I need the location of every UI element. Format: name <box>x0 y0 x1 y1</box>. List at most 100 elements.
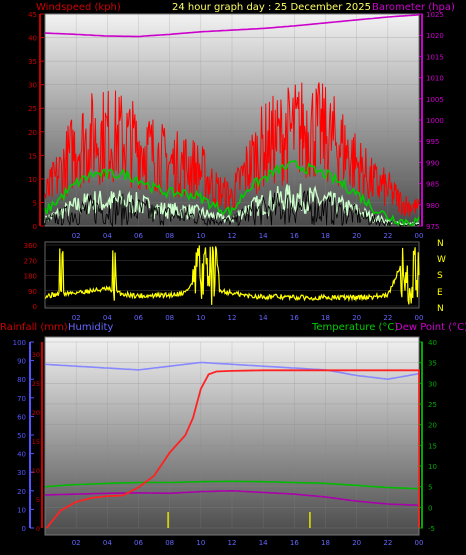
direction-hour-label: 02 <box>72 314 81 322</box>
temperature-tick-label: 30 <box>428 380 437 388</box>
temperature-series <box>44 480 420 490</box>
temp-title: Temperature (°C) <box>311 322 398 333</box>
direction-hour-label: 16 <box>290 314 299 322</box>
humidity-tick-label: 60 <box>17 413 26 421</box>
rain-tick-label: 5 <box>36 496 40 504</box>
humidity-tick-label: 70 <box>17 395 26 403</box>
direction-hour-label: 22 <box>383 314 392 322</box>
humidity-tick-label: 40 <box>17 451 26 459</box>
wind-left-tick-label: 30 <box>28 82 37 90</box>
direction-tick-label: 360 <box>24 242 37 250</box>
compass-label: S <box>437 271 443 281</box>
rain-hour-label: 04 <box>103 539 112 547</box>
direction-tick-label: 270 <box>24 257 37 265</box>
wind-hour-label: 22 <box>383 232 392 240</box>
rainfall-series <box>45 369 420 529</box>
humidity-title: Humidity <box>68 322 113 333</box>
wind-left-tick-label: 40 <box>28 35 37 43</box>
humidity-tick-label: 50 <box>17 432 26 440</box>
compass-label: N <box>437 304 444 314</box>
wind-gust-series <box>44 82 420 217</box>
rain-hour-label: 12 <box>228 539 237 547</box>
direction-hour-label: 06 <box>134 314 143 322</box>
main-title: 24 hour graph day : 25 December 2025 <box>172 2 371 13</box>
barometer-series <box>44 14 420 38</box>
direction-hour-label: 14 <box>259 314 268 322</box>
wind-hour-label: 04 <box>103 232 112 240</box>
wind-plot-layer <box>44 13 420 228</box>
rain-hour-label: 06 <box>134 539 143 547</box>
baro-right-tick-label: 1000 <box>426 117 444 125</box>
wind-hour-label: 00 <box>415 232 424 240</box>
baro-right-tick-label: 1020 <box>426 32 444 40</box>
baro-right-tick-label: 1010 <box>426 75 444 83</box>
wind-hour-label: 20 <box>352 232 361 240</box>
direction-hour-label: 10 <box>196 314 205 322</box>
humidity-tick-label: 90 <box>17 358 26 366</box>
baro-right-tick-label: 1015 <box>426 53 444 61</box>
temperature-tick-label: 15 <box>428 442 437 450</box>
humidity-tick-label: 30 <box>17 469 26 477</box>
rain-hour-label: 08 <box>165 539 174 547</box>
humidity-tick-label: 100 <box>13 339 26 347</box>
wind-left-tick-label: 5 <box>33 199 37 207</box>
wind-title: Windspeed (kph) <box>36 2 121 13</box>
compass-label: W <box>437 255 446 265</box>
wind-hour-label: 10 <box>196 232 205 240</box>
wind-hour-label: 16 <box>290 232 299 240</box>
wind-hour-label: 08 <box>165 232 174 240</box>
rain-hour-label: 18 <box>321 539 330 547</box>
wind-left-tick-label: 25 <box>28 105 37 113</box>
rain-hour-label: 00 <box>415 539 424 547</box>
wind-left-tick-label: 20 <box>28 129 37 137</box>
humidity-tick-label: 20 <box>17 488 26 496</box>
wind-hour-label: 02 <box>72 232 81 240</box>
baro-title: Barometer (hpa) <box>372 2 455 13</box>
rain-hour-label: 02 <box>72 539 81 547</box>
direction-hour-label: 04 <box>103 314 112 322</box>
temperature-tick-label: 0 <box>428 504 432 512</box>
humidity-tick-label: 10 <box>17 506 26 514</box>
rain-tick-label: 25 <box>32 380 40 388</box>
wind-left-tick-label: 10 <box>28 176 37 184</box>
direction-series <box>44 245 420 305</box>
baro-right-tick-label: 990 <box>426 159 439 167</box>
rain-hour-label: 10 <box>196 539 205 547</box>
wind-calm-series <box>44 190 420 228</box>
wind-left-tick-label: 0 <box>33 223 37 231</box>
compass-label: E <box>437 288 443 298</box>
rain-tick-label: 0 <box>36 525 40 533</box>
wind-hour-label: 14 <box>259 232 268 240</box>
direction-hour-label: 12 <box>228 314 237 322</box>
direction-hour-label: 18 <box>321 314 330 322</box>
compass-label: N <box>437 239 444 249</box>
baro-right-tick-label: 975 <box>426 223 439 231</box>
humidity-tick-label: 80 <box>17 376 26 384</box>
direction-plot-layer <box>44 244 420 307</box>
wind-hour-label: 18 <box>321 232 330 240</box>
rain-hour-label: 16 <box>290 539 299 547</box>
wind-left-tick-label: 15 <box>28 152 37 160</box>
direction-tick-label: 90 <box>28 288 37 296</box>
wind-average-series <box>44 160 420 227</box>
temperature-tick-label: 35 <box>428 360 437 368</box>
temperature-tick-label: -5 <box>428 525 435 533</box>
rain-hour-label: 22 <box>383 539 392 547</box>
rain-tick-label: 10 <box>32 467 40 475</box>
temperature-tick-label: 10 <box>428 463 437 471</box>
baro-right-tick-label: 1025 <box>426 11 444 19</box>
rain-tick-label: 30 <box>32 351 40 359</box>
wind-left-tick-label: 45 <box>28 11 37 19</box>
rain-tick-label: 20 <box>32 409 40 417</box>
baro-right-tick-label: 985 <box>426 181 439 189</box>
direction-hour-label: 08 <box>165 314 174 322</box>
dewpoint-series <box>45 489 420 507</box>
axes-layer: 0510152025303540459759809859909951000100… <box>13 11 446 547</box>
temperature-tick-label: 40 <box>428 339 437 347</box>
rain-tick-label: 15 <box>32 438 40 446</box>
direction-hour-label: 20 <box>352 314 361 322</box>
baro-right-tick-label: 995 <box>426 138 439 146</box>
rain-title: Rainfall (mm) <box>0 322 68 333</box>
